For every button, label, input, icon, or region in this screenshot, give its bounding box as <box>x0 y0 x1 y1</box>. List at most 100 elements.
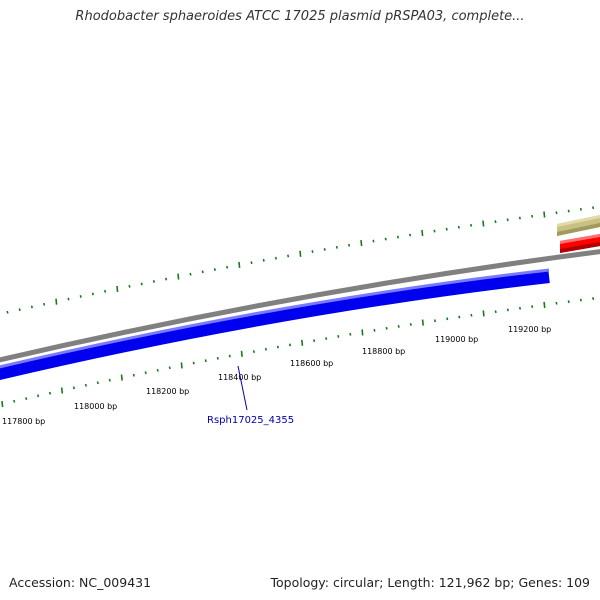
minor-tick <box>96 381 99 385</box>
minor-tick <box>165 277 168 281</box>
minor-tick <box>323 248 326 251</box>
minor-tick <box>72 386 75 390</box>
minor-tick <box>311 250 314 253</box>
major-tick <box>482 220 485 227</box>
minor-tick <box>13 399 16 403</box>
gene-label-leader <box>237 365 248 411</box>
major-tick <box>180 362 183 369</box>
minor-tick <box>446 317 449 321</box>
minor-tick <box>201 270 204 274</box>
minor-tick <box>567 300 570 304</box>
minor-tick <box>409 233 412 237</box>
minor-tick <box>132 373 135 377</box>
minor-tick <box>168 366 171 370</box>
major-tick <box>482 310 485 317</box>
minor-tick <box>494 310 497 314</box>
minor-tick <box>250 261 253 265</box>
minor-tick <box>156 368 159 372</box>
minor-tick <box>397 325 400 328</box>
minor-tick <box>335 245 338 249</box>
major-tick <box>360 240 363 247</box>
minor-tick <box>287 254 290 258</box>
minor-tick <box>470 313 473 317</box>
minor-tick <box>264 347 267 351</box>
major-tick <box>421 319 424 326</box>
minor-tick <box>228 354 231 358</box>
minor-tick <box>37 394 40 398</box>
major-tick <box>60 387 64 394</box>
minor-tick <box>457 225 460 229</box>
major-tick <box>240 350 243 357</box>
minor-tick <box>592 206 595 210</box>
minor-tick <box>84 383 87 387</box>
minor-tick <box>288 343 292 347</box>
scale-label: 118000 bp <box>74 402 117 411</box>
minor-tick <box>25 397 28 400</box>
minor-tick <box>433 229 436 233</box>
accession-text: Accession: NC_009431 <box>9 575 152 590</box>
minor-tick <box>433 319 437 323</box>
major-tick <box>55 298 58 305</box>
minor-tick <box>567 209 570 213</box>
major-tick <box>543 301 546 308</box>
scale-label: 118800 bp <box>362 347 405 356</box>
minor-tick <box>144 371 147 375</box>
scale-labels: 117800 bp 118000 bp 118200 bp 118400 bp … <box>2 325 551 426</box>
minor-tick <box>349 332 352 336</box>
minor-tick <box>494 220 497 224</box>
minor-tick <box>555 211 558 215</box>
backbone-line <box>0 249 600 363</box>
major-tick <box>543 211 546 218</box>
minor-tick <box>192 361 195 365</box>
minor-tick <box>409 323 412 326</box>
minor-tick <box>252 350 255 353</box>
outer-tick-track <box>6 206 595 314</box>
minor-tick <box>506 218 509 222</box>
gene-khaki[interactable] <box>557 215 600 236</box>
gene-red[interactable] <box>560 234 600 253</box>
scale-label: 118400 bp <box>218 373 261 382</box>
scale-label: 118600 bp <box>290 359 333 368</box>
minor-tick <box>337 335 340 338</box>
minor-tick <box>372 239 375 243</box>
minor-tick <box>518 216 521 220</box>
major-tick <box>177 273 180 280</box>
minor-tick <box>274 256 277 260</box>
minor-tick <box>555 301 558 305</box>
minor-tick <box>396 235 399 239</box>
major-tick <box>120 374 123 381</box>
minor-tick <box>470 223 473 227</box>
scale-label: 119200 bp <box>508 325 551 334</box>
major-tick <box>361 329 364 336</box>
minor-tick <box>518 306 522 310</box>
scale-label: 119000 bp <box>435 335 478 344</box>
minor-tick <box>579 298 582 302</box>
major-tick <box>1 400 4 408</box>
topology-summary: Topology: circular; Length: 121,962 bp; … <box>270 575 591 590</box>
minor-tick <box>276 345 279 349</box>
minor-tick <box>108 378 111 382</box>
minor-tick <box>592 297 595 300</box>
minor-tick <box>140 282 143 286</box>
minor-tick <box>128 284 131 288</box>
minor-tick <box>385 326 388 330</box>
minor-tick <box>79 295 82 298</box>
major-tick <box>421 229 424 237</box>
gene-label[interactable]: Rsph17025_4355 <box>207 415 294 426</box>
minor-tick <box>189 272 192 276</box>
minor-tick <box>43 302 46 306</box>
minor-tick <box>30 305 33 309</box>
minor-tick <box>445 227 448 231</box>
minor-tick <box>91 292 94 296</box>
minor-tick <box>104 289 107 293</box>
minor-tick <box>226 265 229 269</box>
minor-tick <box>313 339 316 343</box>
minor-tick <box>6 310 9 314</box>
minor-tick <box>458 315 461 319</box>
minor-tick <box>204 359 207 363</box>
minor-tick <box>384 237 387 241</box>
gene-rsph17025-4355[interactable] <box>0 268 550 381</box>
minor-tick <box>325 337 328 340</box>
inner-tick-track <box>1 297 595 408</box>
